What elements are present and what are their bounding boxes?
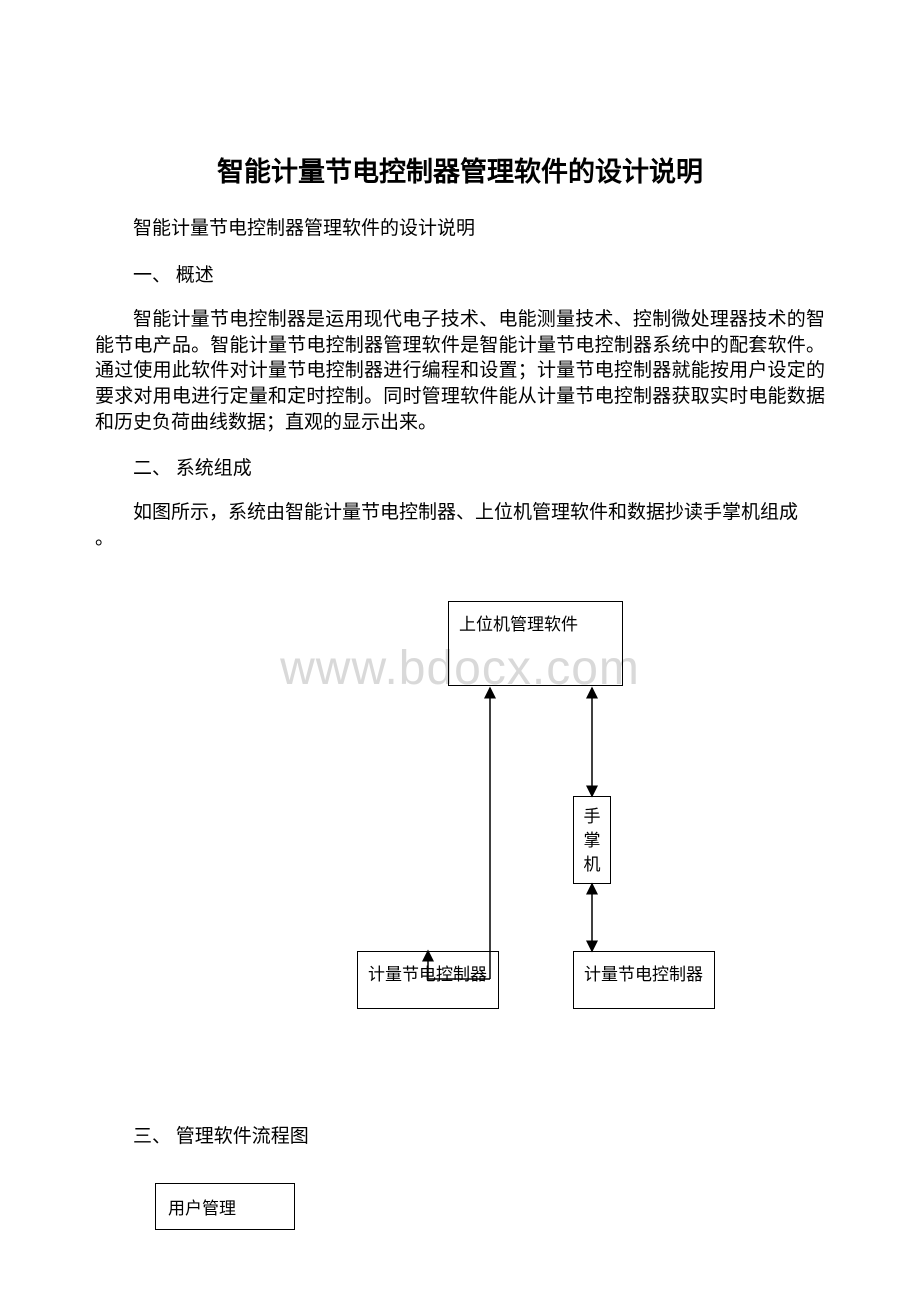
section-3-heading: 三、 管理软件流程图 — [95, 1121, 825, 1148]
section-1-body: 智能计量节电控制器是运用现代电子技术、电能测量技术、控制微处理器技术的智能节电产… — [95, 307, 825, 435]
diagram-box-controller-left: 计量节电控制器 — [357, 951, 499, 1009]
section-1-heading: 一、 概述 — [95, 260, 825, 287]
diagram-box-top-software: 上位机管理软件 — [448, 601, 623, 686]
handheld-char-1: 手 — [580, 805, 604, 829]
page-title: 智能计量节电控制器管理软件的设计说明 — [95, 150, 825, 189]
section-2-body-1: 如图所示，系统由智能计量节电控制器、上位机管理软件和数据抄读手掌机组成 — [95, 500, 825, 526]
system-diagram: www.bdocx.com 上位机管理软件 手 掌 机 计量节电控制器 计量节电… — [95, 601, 825, 1081]
section-2-body-2: 。 — [95, 526, 825, 552]
subtitle-text: 智能计量节电控制器管理软件的设计说明 — [95, 213, 825, 240]
diagram-box-handheld: 手 掌 机 — [573, 796, 611, 884]
section-2-heading: 二、 系统组成 — [95, 453, 825, 480]
handheld-char-2: 掌 — [580, 829, 604, 853]
diagram-box-user-management: 用户管理 — [155, 1183, 295, 1230]
diagram-box-controller-right: 计量节电控制器 — [573, 951, 715, 1009]
handheld-char-3: 机 — [580, 853, 604, 877]
